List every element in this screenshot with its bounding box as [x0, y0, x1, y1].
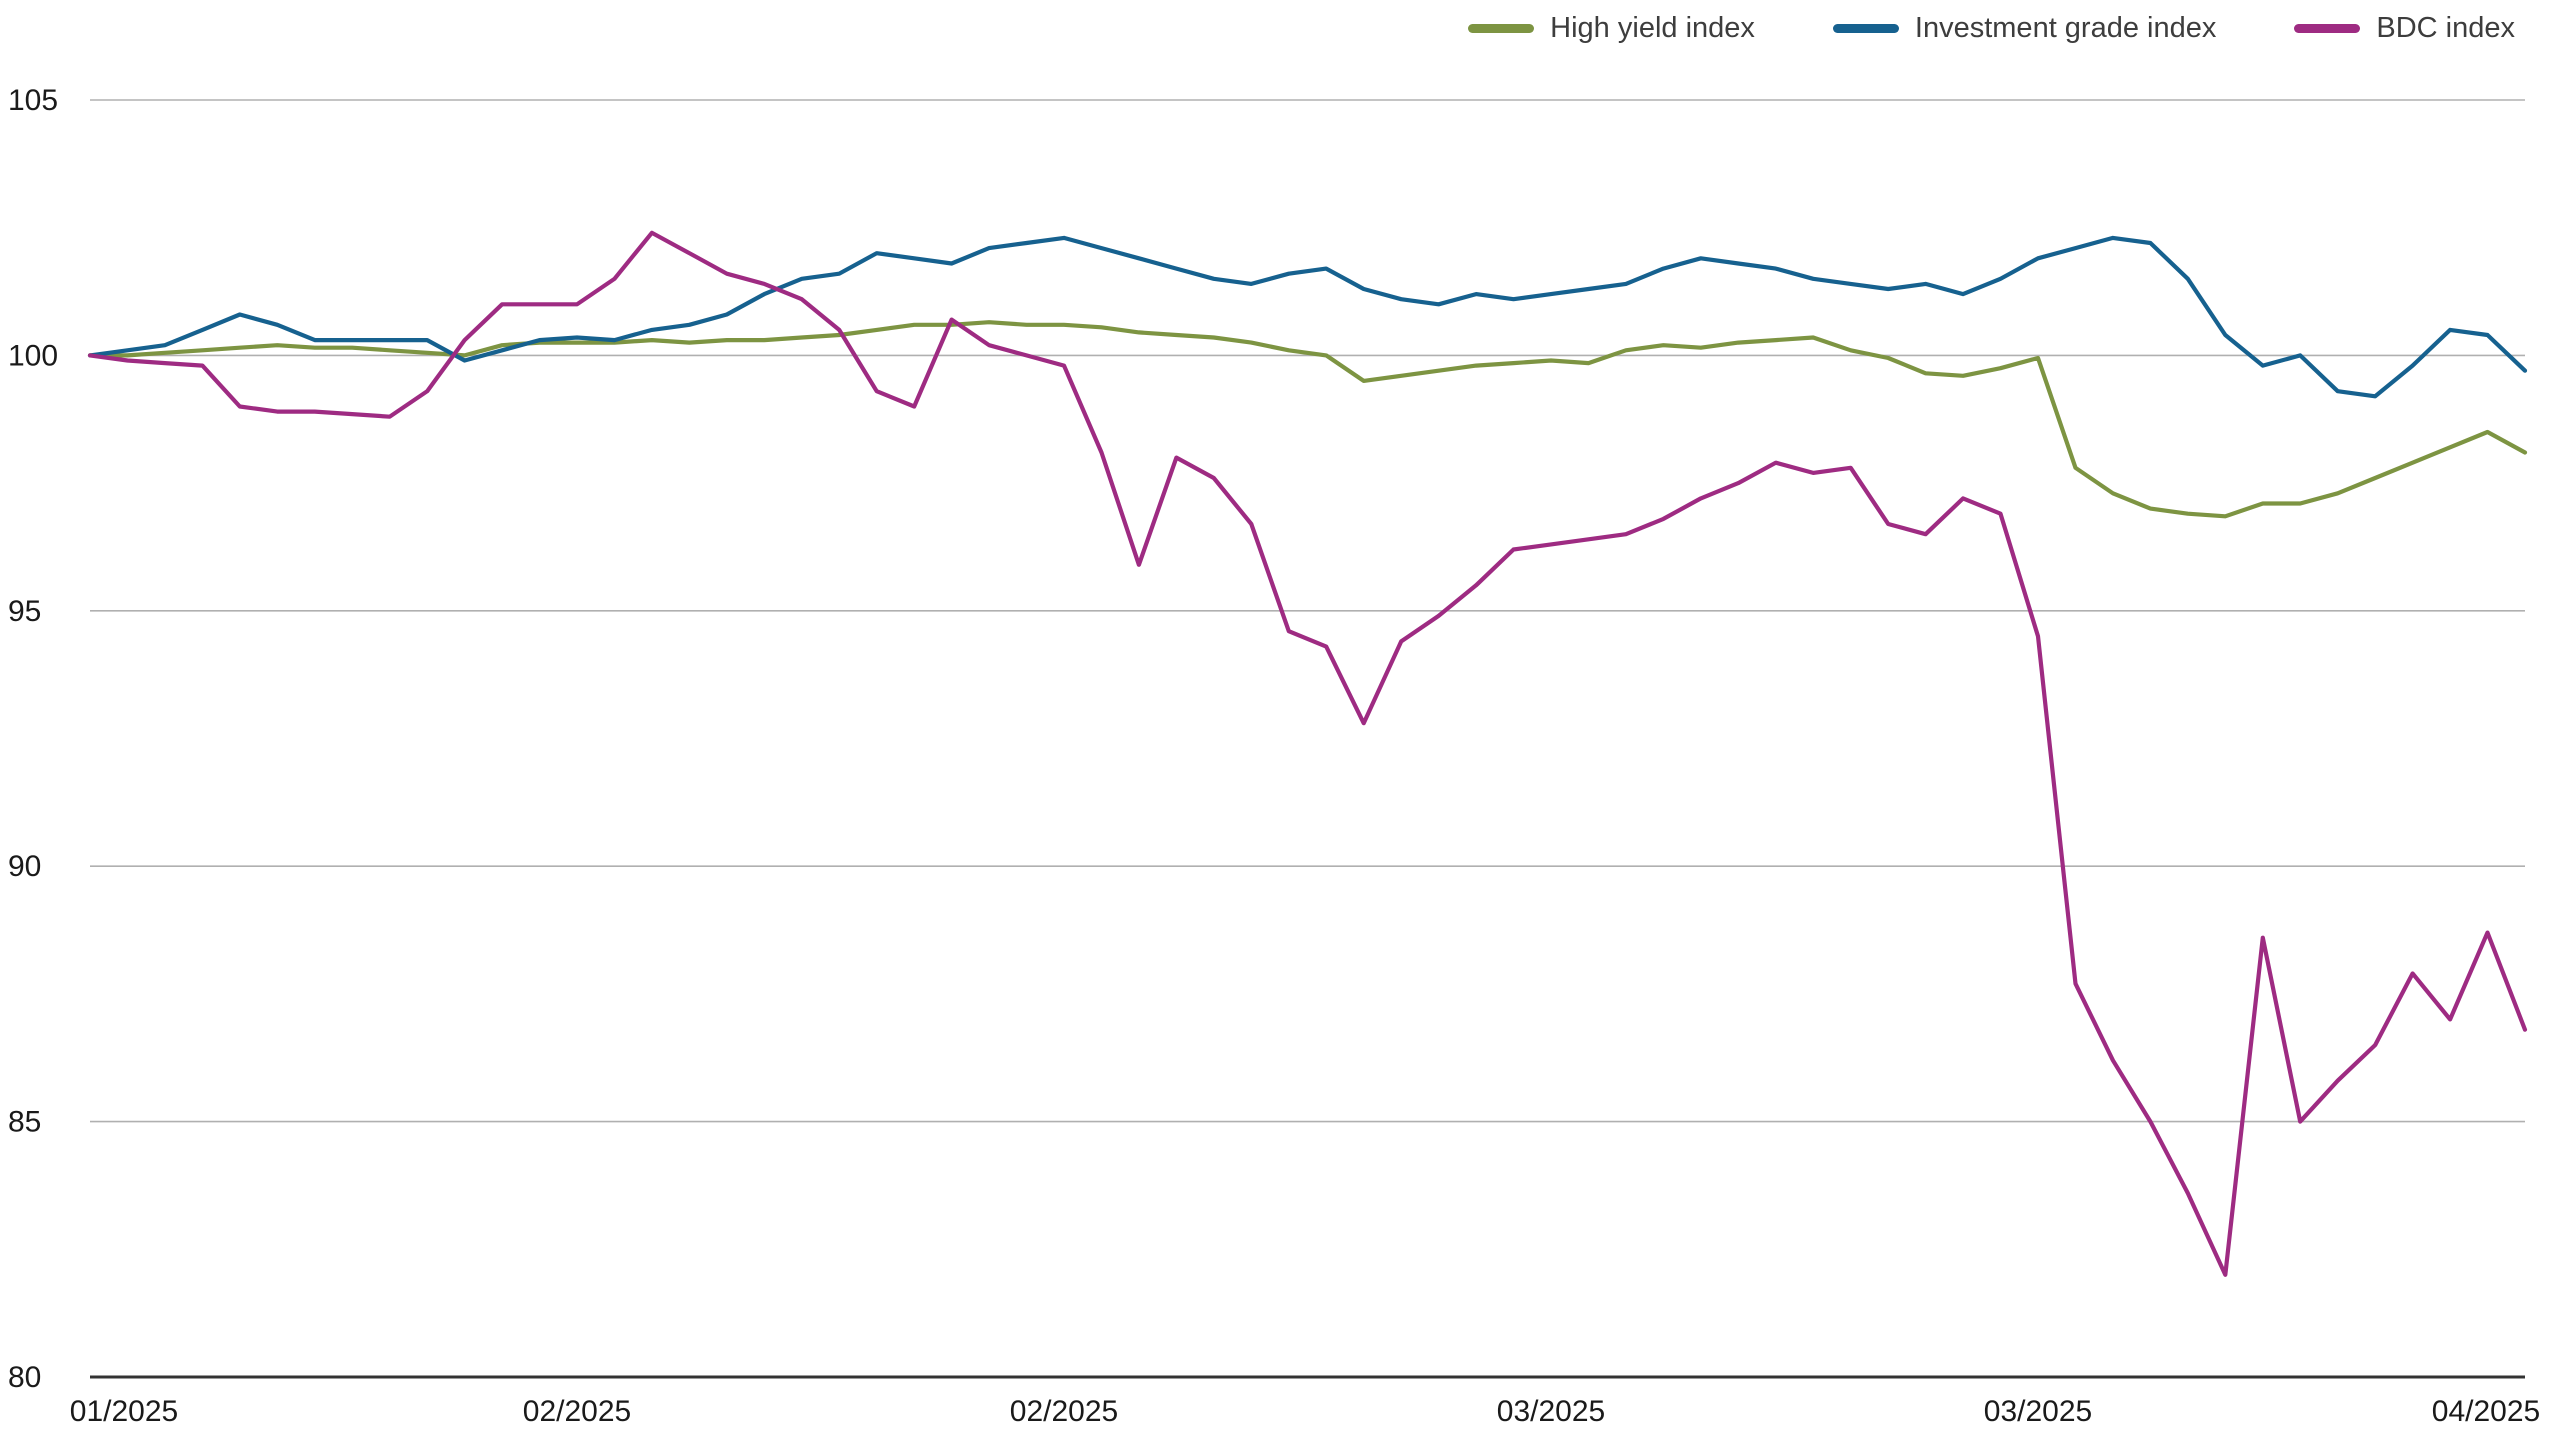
- chart-legend: High yield index Investment grade index BD…: [1468, 6, 2515, 50]
- legend-item-bdc-index: BDC index: [2294, 12, 2515, 45]
- x-axis-tick-label: 02/2025: [523, 1395, 631, 1428]
- y-axis-tick-label: 95: [8, 595, 41, 628]
- y-axis-tick-label: 80: [8, 1361, 41, 1394]
- legend-swatch-icon: [1468, 23, 1535, 33]
- legend-label: BDC index: [2376, 11, 2515, 44]
- series-line-high-yield-index: [87, 320, 2528, 519]
- y-axis-tick-label: 105: [8, 84, 58, 117]
- legend-label: Investment grade index: [1914, 11, 2217, 44]
- series-line-investment-grade-index: [87, 235, 2528, 399]
- y-axis-tick-label: 100: [8, 339, 58, 372]
- legend-label: High yield index: [1550, 11, 1755, 44]
- x-axis-tick-label: 03/2025: [1497, 1395, 1605, 1428]
- x-axis-tick-label: 03/2025: [1984, 1395, 2092, 1428]
- legend-item-high-yield-index: High yield index: [1468, 12, 1755, 45]
- x-axis-tick-label: 02/2025: [1010, 1395, 1118, 1428]
- y-axis-tick-label: 85: [8, 1106, 41, 1139]
- legend-swatch-icon: [2294, 23, 2361, 33]
- series-line-bdc-index: [87, 230, 2528, 1277]
- legend-item-investment-grade-index: Investment grade index: [1832, 11, 2217, 45]
- x-axis-tick-label: 01/2025: [70, 1395, 178, 1428]
- y-axis-tick-label: 90: [8, 850, 41, 883]
- legend-swatch-icon: [1832, 23, 1899, 33]
- x-axis-tick-label: 04/2025: [2432, 1395, 2540, 1428]
